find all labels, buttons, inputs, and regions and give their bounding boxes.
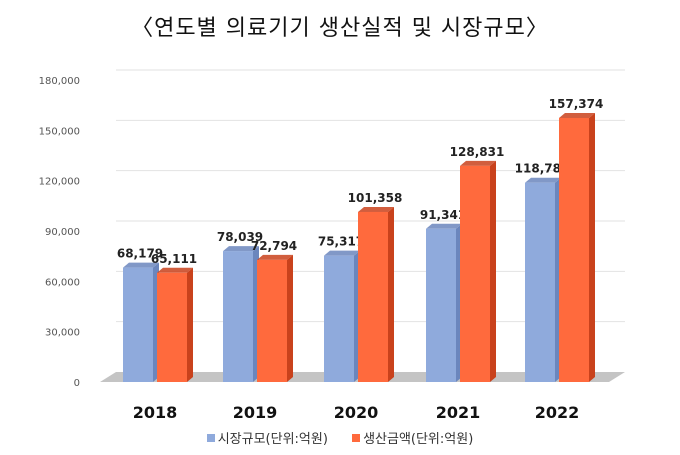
bar — [525, 182, 555, 382]
x-tick-label: 2018 — [133, 403, 178, 422]
data-label: 91,341 — [420, 208, 466, 222]
x-tick-label: 2020 — [334, 403, 379, 422]
chart-legend: 시장규모(단위:억원) 생산금액(단위:억원) — [0, 428, 680, 447]
bar — [426, 228, 456, 382]
legend-item-market-size: 시장규모(단위:억원) — [206, 428, 328, 447]
data-label: 68,179 — [117, 247, 163, 261]
legend-swatch-production — [352, 433, 361, 442]
y-tick-label: 150,000 — [39, 126, 80, 137]
bar-side — [490, 160, 496, 382]
bar-top — [426, 223, 462, 229]
bar-top — [257, 254, 293, 260]
bar-top — [559, 112, 595, 118]
bar-top — [157, 267, 193, 273]
bar — [257, 259, 287, 382]
bar-top — [123, 262, 159, 268]
y-tick-label: 30,000 — [45, 328, 80, 339]
bar — [123, 267, 153, 382]
x-tick-label: 2019 — [233, 403, 278, 422]
bar-top — [525, 177, 561, 183]
legend-item-production: 생산금액(단위:억원) — [352, 428, 473, 447]
data-label: 118,782 — [515, 162, 570, 176]
bar — [223, 251, 253, 382]
legend-swatch-market-size — [206, 433, 215, 442]
chart-title: 〈연도별 의료기기 생산실적 및 시장규모〉 — [131, 16, 549, 41]
data-label: 72,794 — [251, 239, 297, 253]
bar-top — [324, 250, 360, 256]
y-tick-label: 60,000 — [45, 277, 80, 288]
legend-label-market-size: 시장규모(단위:억원) — [217, 432, 328, 447]
bar-side — [589, 112, 595, 383]
y-tick-label: 0 — [74, 378, 80, 389]
bar — [358, 211, 388, 382]
x-tick-label: 2021 — [436, 403, 481, 422]
bar-top — [223, 246, 259, 252]
bar — [324, 255, 354, 382]
bar-side — [388, 206, 394, 382]
bar-side — [287, 254, 293, 382]
y-tick-label: 180,000 — [39, 76, 80, 87]
y-tick-label: 90,000 — [45, 227, 80, 238]
bar-top — [358, 206, 394, 212]
bar-side — [187, 267, 193, 382]
y-tick-label: 120,000 — [39, 177, 80, 188]
data-label: 101,358 — [348, 191, 403, 205]
data-label: 78,039 — [217, 230, 263, 244]
x-tick-label: 2022 — [535, 403, 580, 422]
data-label: 75,317 — [318, 235, 364, 249]
bar — [559, 117, 589, 383]
bar-top — [460, 160, 496, 166]
data-label: 65,111 — [151, 252, 197, 266]
bar — [460, 165, 490, 382]
bar — [157, 272, 187, 382]
data-label: 128,831 — [450, 145, 505, 159]
data-label: 157,374 — [549, 97, 604, 111]
legend-label-production: 생산금액(단위:억원) — [363, 432, 474, 447]
